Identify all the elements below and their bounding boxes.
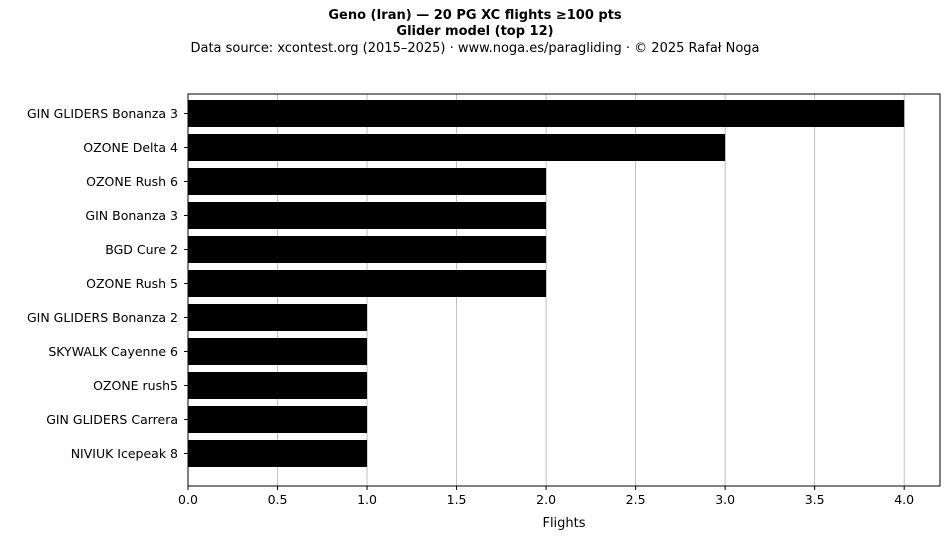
y-tick-label: GIN Bonanza 3 bbox=[85, 208, 178, 223]
y-tick-label: BGD Cure 2 bbox=[105, 242, 178, 257]
bar bbox=[188, 372, 368, 399]
bar bbox=[188, 202, 547, 229]
y-tick-label: OZONE Delta 4 bbox=[83, 140, 178, 155]
x-tick-label: 1.0 bbox=[357, 492, 377, 507]
chart-header: Geno (Iran) — 20 PG XC flights ≥100 pts … bbox=[0, 8, 950, 58]
bars bbox=[188, 100, 905, 467]
x-tick-label: 1.5 bbox=[447, 492, 467, 507]
y-tick-label: OZONE Rush 6 bbox=[86, 174, 178, 189]
bar bbox=[188, 270, 547, 297]
x-tick-label: 3.0 bbox=[715, 492, 735, 507]
chart-subtitle: Glider model (top 12) bbox=[396, 24, 554, 39]
bar bbox=[188, 406, 368, 433]
y-tick-label: OZONE rush5 bbox=[93, 378, 178, 393]
bar bbox=[188, 236, 547, 263]
bar bbox=[188, 304, 368, 331]
y-tick-label: GIN GLIDERS Bonanza 2 bbox=[27, 310, 178, 325]
x-axis-label: Flights bbox=[542, 516, 585, 531]
y-axis-ticks: GIN GLIDERS Bonanza 3 OZONE Delta 4 OZONE … bbox=[27, 106, 188, 461]
bar bbox=[188, 134, 726, 161]
y-tick-label: NIVIUK Icepeak 8 bbox=[71, 446, 178, 461]
y-tick-label: GIN GLIDERS Bonanza 3 bbox=[27, 106, 178, 121]
chart-source: Data source: xcontest.org (2015–2025) · … bbox=[190, 41, 760, 56]
chart-title: Geno (Iran) — 20 PG XC flights ≥100 pts bbox=[328, 8, 622, 23]
x-tick-label: 0.5 bbox=[268, 492, 288, 507]
bar bbox=[188, 168, 547, 195]
x-tick-label: 4.0 bbox=[894, 492, 914, 507]
bar bbox=[188, 440, 368, 467]
y-tick-label: SKYWALK Cayenne 6 bbox=[48, 344, 178, 359]
x-tick-label: 0.0 bbox=[178, 492, 198, 507]
x-axis-ticks: 0.0 0.5 1.0 1.5 2.0 2.5 3.0 3.5 4.0 bbox=[178, 486, 914, 507]
y-tick-label: OZONE Rush 5 bbox=[86, 276, 178, 291]
y-tick-label: GIN GLIDERS Carrera bbox=[46, 412, 178, 427]
x-tick-label: 3.5 bbox=[805, 492, 825, 507]
bar bbox=[188, 100, 905, 127]
bar bbox=[188, 338, 368, 365]
x-tick-label: 2.5 bbox=[626, 492, 646, 507]
x-tick-label: 2.0 bbox=[536, 492, 556, 507]
plot-frame bbox=[187, 93, 941, 487]
